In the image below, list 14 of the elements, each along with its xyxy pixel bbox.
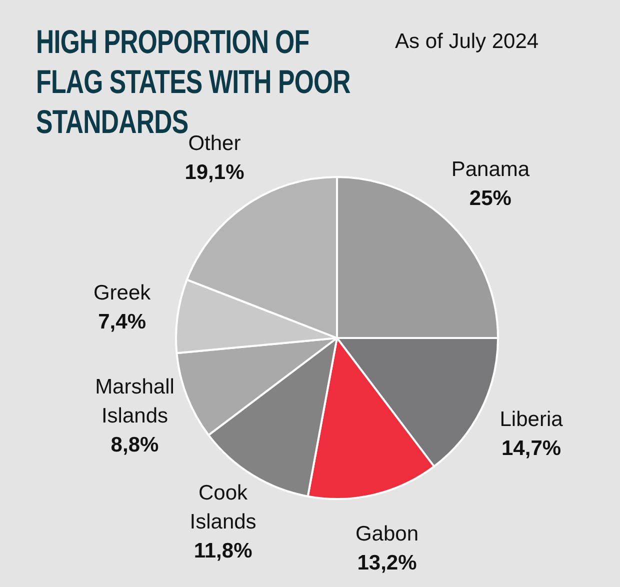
data-label: 8,8% xyxy=(110,433,159,456)
data-label: 19,1% xyxy=(184,161,245,184)
slice-label: Cook Islands xyxy=(190,481,256,534)
data-label: 7,4% xyxy=(98,310,146,334)
slice-label: Marshall Islands xyxy=(95,375,174,428)
data-label: 25% xyxy=(469,186,512,210)
slice-label: Liberia xyxy=(500,408,564,431)
slice-label: Panama xyxy=(451,158,530,181)
slice-label: Gabon xyxy=(355,522,419,546)
chart-subtitle: As of July 2024 xyxy=(395,30,539,54)
data-label: 11,8% xyxy=(194,539,253,562)
slice-label: Greek xyxy=(93,281,152,304)
data-label: 14,7% xyxy=(501,436,562,460)
data-label: 13,2% xyxy=(357,551,418,574)
